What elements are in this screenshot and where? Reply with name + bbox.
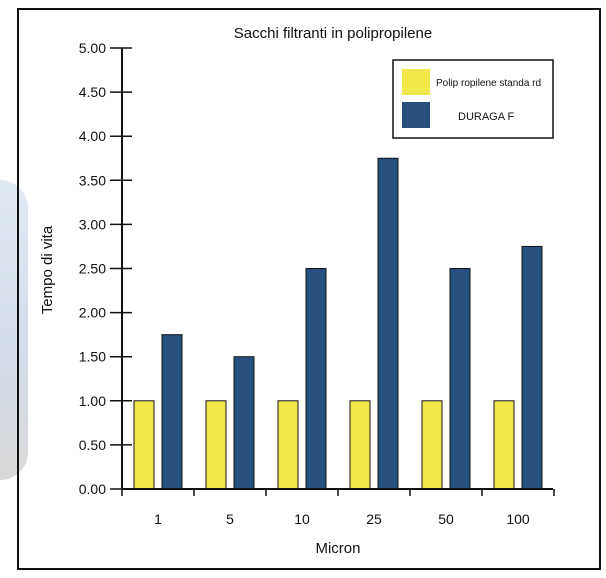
bar-duragaf-5 [233,356,255,490]
bar-duragaf-25 [377,157,399,490]
y-tick-label: 0.00 [79,481,106,497]
y-tick-label: 0.50 [79,437,106,453]
x-tick-label: 50 [438,511,454,527]
legend-swatch-duragaf [402,102,430,128]
y-tick-label: 4.50 [79,84,106,100]
legend-label-polipropilene: Polip ropilene standa rd [436,78,541,89]
y-tick-label: 1.50 [79,349,106,365]
x-tick-label: 10 [294,511,310,527]
x-tick-label: 1 [154,511,162,527]
x-tick-label: 100 [506,511,530,527]
chart-title: Sacchi filtranti in polipropilene [234,25,432,42]
background-accent [0,180,28,480]
legend-swatch-polipropilene [402,69,430,95]
y-tick-label: 4.00 [79,128,106,144]
x-ticks-group: 1 5 10 25 50 100 [121,489,555,527]
bars-group [133,157,543,490]
y-tick-label: 3.00 [79,216,106,232]
bar-duragaf-1 [161,334,183,490]
legend: Polip ropilene standa rd DURAGA F [392,59,554,139]
x-tick-label: 5 [226,511,234,527]
bar-polipropilene-100 [493,400,515,490]
legend-label-duragaf: DURAGA F [458,111,515,123]
y-tick-label: 2.00 [79,305,106,321]
x-axis-label: Micron [315,540,360,557]
y-tick-label: 2.50 [79,261,106,277]
bar-duragaf-50 [449,268,471,490]
bar-duragaf-10 [305,268,327,490]
y-ticks-group: 0.00 0.50 1.00 1.50 2.00 2.50 3.00 3.50 4.00 4.50… [79,40,132,497]
y-axis-label: Tempo di vita [39,225,56,314]
x-tick-label: 25 [366,511,382,527]
bar-duragaf-100 [521,245,543,490]
chart-frame [17,8,601,570]
bar-polipropilene-5 [205,400,227,490]
y-tick-label: 3.50 [79,172,106,188]
bar-polipropilene-10 [277,400,299,490]
bar-polipropilene-1 [133,400,155,490]
y-tick-label: 5.00 [79,40,106,56]
bar-polipropilene-50 [421,400,443,490]
bar-polipropilene-25 [349,400,371,490]
y-tick-label: 1.00 [79,393,106,409]
